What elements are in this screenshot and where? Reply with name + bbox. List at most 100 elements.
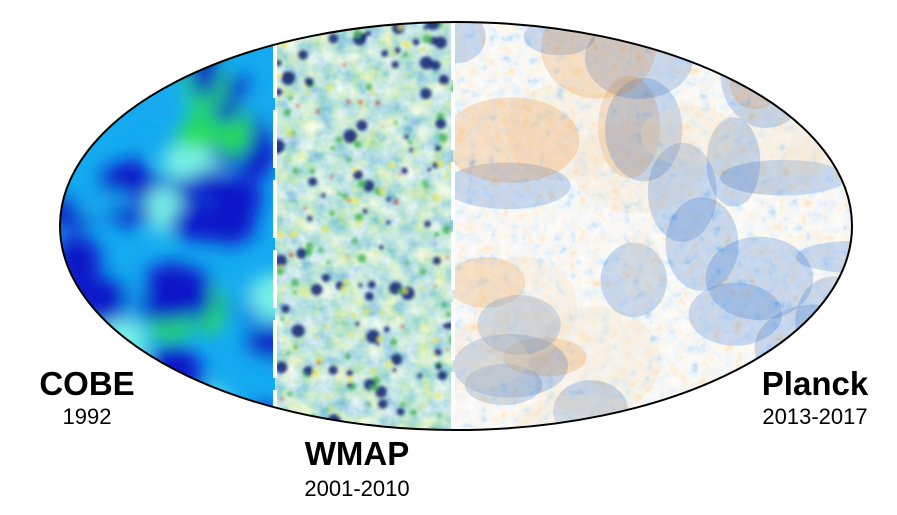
planck-large-scale-patch [472, 256, 577, 359]
planck-years: 2013-2017 [762, 404, 868, 429]
wmap-fluctuation-spot [441, 315, 444, 318]
wmap-fluctuation-spot [300, 359, 303, 362]
wmap-fluctuation-spot [341, 193, 349, 200]
planck-large-scale-patch [453, 334, 568, 398]
wmap-fluctuation-spot [353, 169, 363, 180]
wmap-fluctuation-spot [370, 368, 376, 374]
planck-large-scale-patch [720, 22, 812, 128]
wmap-fluctuation-spot [365, 30, 371, 36]
wmap-fluctuation-spot [325, 395, 330, 400]
wmap-fluctuation-spot [338, 157, 342, 161]
wmap-fluctuation-spot [372, 250, 378, 256]
wmap-fluctuation-spot [337, 191, 342, 196]
wmap-fluctuation-spot [402, 288, 408, 294]
wmap-fluctuation-spot [400, 315, 404, 319]
wmap-fluctuation-spot [398, 288, 404, 295]
wmap-fluctuation-spot [315, 109, 320, 114]
wmap-fluctuation-spot [275, 139, 285, 154]
wmap-fluctuation-spot [442, 225, 451, 234]
wmap-fluctuation-spot [386, 220, 391, 225]
wmap-fluctuation-spot [430, 60, 441, 71]
wmap-fluctuation-spot [353, 140, 362, 149]
cobe-fluctuation-blob [115, 159, 149, 190]
wmap-fluctuation-spot [434, 36, 447, 49]
wmap-fluctuation-spot [291, 230, 298, 237]
planck-large-scale-patch [600, 242, 668, 318]
wmap-fluctuation-spot [377, 399, 388, 409]
wmap-fluctuation-spot [393, 199, 399, 205]
wmap-fluctuation-spot [342, 63, 347, 67]
cobe-fluctuation-blob [161, 144, 204, 180]
wmap-fluctuation-spot [311, 370, 318, 377]
wmap-fluctuation-spot [315, 367, 318, 370]
planck-large-scale-patch [572, 121, 704, 214]
wmap-years: 2001-2010 [304, 476, 410, 501]
cobe-fluctuation-blob [245, 326, 275, 360]
wmap-fluctuation-spot [362, 180, 375, 192]
wmap-fluctuation-spot [347, 376, 354, 383]
planck-large-scale-patch [729, 59, 781, 110]
wmap-fluctuation-spot [390, 353, 403, 366]
wmap-fluctuation-spot [396, 407, 405, 416]
wmap-fluctuation-spot [286, 350, 290, 355]
wmap-fluctuation-spot [293, 344, 299, 350]
planck-large-scale-patch [453, 22, 486, 64]
wmap-fluctuation-spot [422, 179, 427, 184]
wmap-fluctuation-spot [307, 215, 313, 222]
wmap-fluctuation-spot [351, 237, 359, 244]
planck-large-scale-patch [453, 257, 526, 308]
wmap-fluctuation-spot [355, 220, 361, 226]
wmap-fluctuation-spot [291, 324, 305, 338]
wmap-fluctuation-spot [329, 210, 336, 217]
wmap-fluctuation-spot [423, 182, 429, 189]
wmap-fluctuation-spot [432, 337, 439, 344]
wmap-fluctuation-spot [450, 85, 453, 93]
wmap-fluctuation-spot [407, 43, 412, 49]
wmap-fluctuation-spot [375, 341, 380, 346]
wmap-fluctuation-spot [352, 187, 356, 191]
planck-large-scale-patch [598, 75, 661, 178]
planck-large-scale-patch [453, 162, 571, 210]
wmap-fluctuation-spot [388, 215, 391, 219]
cobe-fluctuation-blob [163, 22, 217, 49]
wmap-fluctuation-spot [437, 160, 444, 167]
wmap-fluctuation-spot [420, 87, 432, 100]
wmap-fluctuation-spot [413, 149, 417, 154]
wmap-fluctuation-spot [292, 290, 297, 295]
planck-large-scale-patch [605, 77, 683, 182]
wmap-fluctuation-spot [358, 283, 363, 288]
wmap-fluctuation-spot [405, 19, 407, 21]
wmap-fluctuation-spot [298, 50, 308, 60]
planck-large-scale-patch [804, 39, 852, 81]
planck-large-scale-patch [464, 354, 536, 405]
wmap-fluctuation-spot [296, 248, 307, 259]
wmap-fluctuation-spot [446, 348, 449, 351]
cobe-fluctuation-blob [118, 24, 187, 61]
wmap-fluctuation-spot [283, 108, 292, 117]
wmap-fluctuation-spot [275, 149, 281, 154]
wmap-fluctuation-spot [375, 385, 387, 398]
wmap-fluctuation-spot [392, 50, 396, 55]
wmap-fluctuation-spot [437, 413, 442, 417]
wmap-fluctuation-spot [330, 146, 336, 151]
planck-large-scale-patch [705, 236, 814, 321]
wmap-fluctuation-spot [402, 40, 408, 47]
wmap-fluctuation-spot [284, 45, 288, 49]
wmap-fluctuation-spot [303, 207, 306, 210]
wmap-fluctuation-spot [386, 196, 391, 202]
wmap-fluctuation-spot [446, 255, 449, 259]
wmap-fluctuation-spot [385, 22, 392, 25]
wmap-fluctuation-spot [346, 100, 351, 104]
wmap-fluctuation-spot [378, 244, 384, 250]
wmap-fluctuation-spot [420, 269, 426, 275]
wmap-fluctuation-spot [286, 320, 291, 324]
wmap-fluctuation-spot [315, 335, 319, 339]
wmap-fluctuation-spot [356, 224, 359, 227]
planck-large-scale-patch [541, 22, 656, 99]
cobe-fluctuation-blob [178, 382, 209, 401]
wmap-fluctuation-spot [383, 182, 387, 185]
wmap-fluctuation-spot [427, 102, 430, 105]
cobe-fluctuation-blob [211, 102, 240, 123]
cobe-fluctuation-blob [80, 66, 136, 83]
wmap-fluctuation-spot [381, 50, 388, 57]
